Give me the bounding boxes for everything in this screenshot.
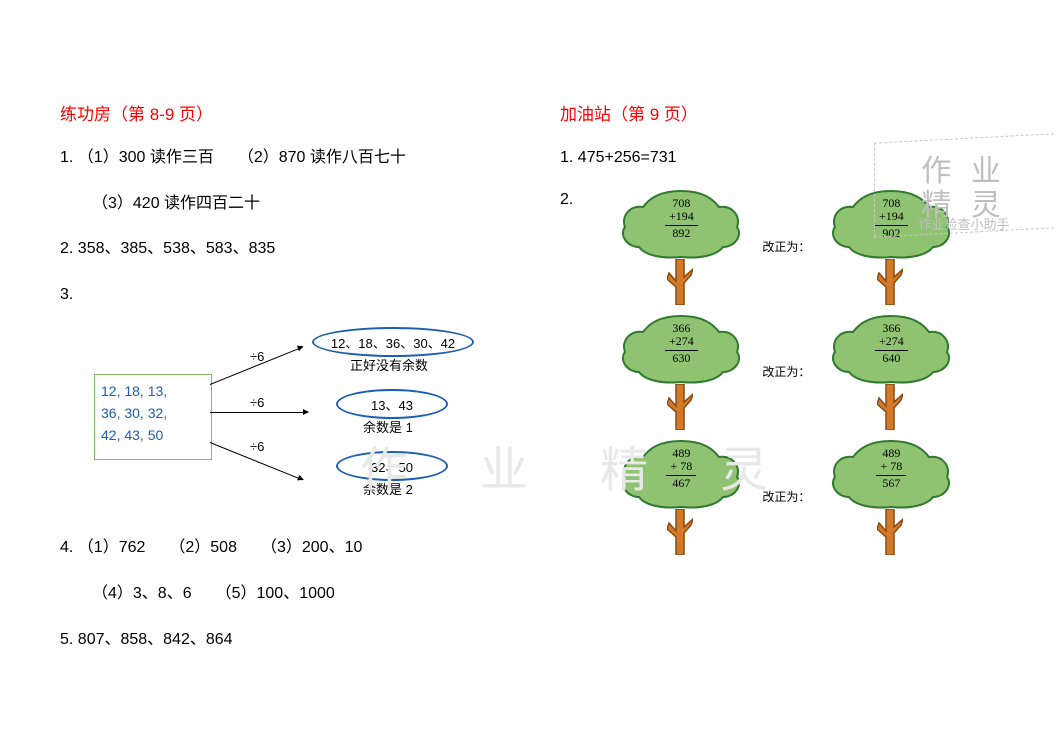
q3-e3-label: 余数是 2	[363, 479, 413, 498]
between-1: 改正为：	[751, 187, 821, 307]
q2: 2. 358、385、538、583、835	[60, 236, 510, 262]
tree-equation: 489 + 78 467	[611, 447, 751, 491]
q1-line1: 1. （1）300 读作三百 （2）870 读作八百七十	[60, 145, 510, 171]
q3-e2-text: 13、43	[371, 395, 413, 414]
q3-box-l2: 36, 30, 32,	[101, 403, 205, 425]
left-column: 练功房（第 8-9 页） 1. （1）300 读作三百 （2）870 读作八百七…	[60, 100, 510, 672]
tree-trunk	[667, 384, 693, 430]
tree-equation: 708 +194 902	[821, 197, 961, 241]
tree-equation: 366 +274 630	[611, 322, 751, 366]
q3-e2-label: 余数是 1	[363, 417, 413, 436]
q3-e1-label: 正好没有余数	[350, 355, 428, 374]
tree-3: 366 +274 630	[611, 312, 751, 432]
q4-line2: （4）3、8、6 （5）100、1000	[60, 581, 510, 607]
tree-4: 366 +274 640	[821, 312, 961, 432]
q3-div-2: ÷6	[250, 395, 264, 410]
q3-diagram: 12, 18, 13, 36, 30, 32, 42, 43, 50 ÷6 ÷6…	[60, 327, 510, 517]
tree-5: 489 + 78 467	[611, 437, 751, 557]
q3-div-1: ÷6	[250, 349, 264, 364]
q3-e1-text: 12、18、36、30、42	[331, 333, 455, 352]
tree-equation: 489 + 78 567	[821, 447, 961, 491]
q1-line2: （3）420 读作四百二十	[60, 191, 510, 217]
tree-equation: 366 +274 640	[821, 322, 961, 366]
tree-trunk	[877, 384, 903, 430]
tree-trunk	[667, 259, 693, 305]
tree-1: 708 +194 892	[611, 187, 751, 307]
r-q1: 1. 475+256=731	[560, 145, 1010, 171]
tree-trunk	[877, 259, 903, 305]
q3-div-3: ÷6	[250, 439, 264, 454]
q4-line1: 4. （1）762 （2）508 （3）200、10	[60, 535, 510, 561]
r-q2-label: 2.	[560, 191, 573, 557]
between-3: 改正为：	[751, 437, 821, 557]
page: 练功房（第 8-9 页） 1. （1）300 读作三百 （2）870 读作八百七…	[0, 0, 1060, 712]
q5: 5. 807、858、842、864	[60, 627, 510, 653]
right-title: 加油站（第 9 页）	[560, 100, 1010, 125]
between-2: 改正为：	[751, 312, 821, 432]
trees-grid: 708 +194 892 改正为： 708 +194 902 366 +274 …	[611, 187, 961, 557]
tree-trunk	[877, 509, 903, 555]
q3-arrow-2	[210, 412, 308, 413]
right-column: 加油站（第 9 页） 1. 475+256=731 2. 708 +194 89…	[560, 100, 1010, 672]
q3-label: 3.	[60, 282, 510, 308]
tree-6: 489 + 78 567	[821, 437, 961, 557]
q3-box-l1: 12, 18, 13,	[101, 381, 205, 403]
q3-box-l3: 42, 43, 50	[101, 425, 205, 447]
q3-ellipse-3: 32、50	[336, 451, 448, 481]
q3-ellipse-1: 12、18、36、30、42	[312, 327, 474, 357]
tree-trunk	[667, 509, 693, 555]
q3-e3-text: 32、50	[371, 457, 413, 476]
left-title: 练功房（第 8-9 页）	[60, 100, 510, 125]
q3-ellipse-2: 13、43	[336, 389, 448, 419]
tree-equation: 708 +194 892	[611, 197, 751, 241]
q3-source-box: 12, 18, 13, 36, 30, 32, 42, 43, 50	[94, 374, 212, 460]
tree-2: 708 +194 902	[821, 187, 961, 307]
